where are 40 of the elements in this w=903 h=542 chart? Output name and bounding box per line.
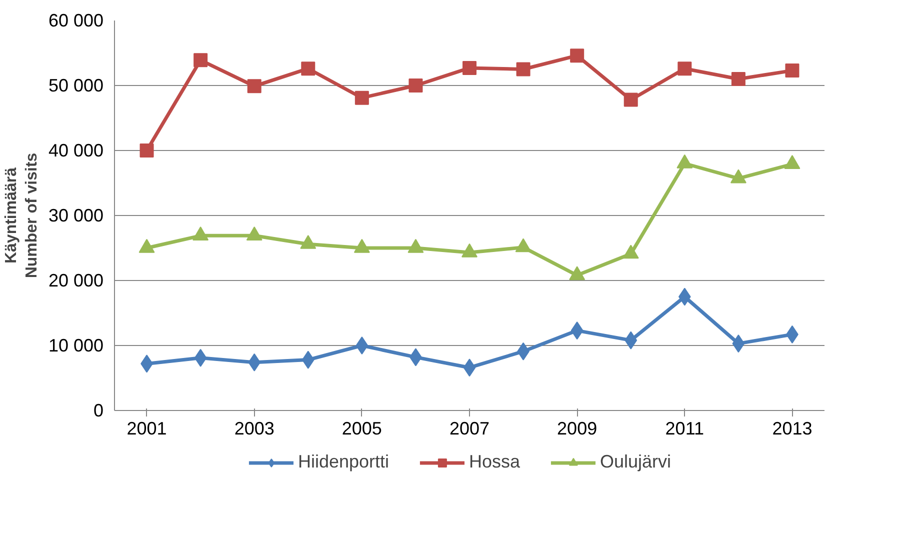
point xyxy=(248,353,261,372)
point xyxy=(463,358,476,377)
point xyxy=(516,62,530,76)
y-axis-title: Käyntimäärä Number of visits xyxy=(3,152,40,278)
legend-label: Hiidenportti xyxy=(298,452,389,472)
point xyxy=(301,62,316,76)
point xyxy=(732,334,745,353)
y-tick-label: 60 000 xyxy=(48,10,104,30)
y-tick-label: 20 000 xyxy=(48,270,104,290)
x-tick-label: 2007 xyxy=(449,418,490,438)
x-tick-label: 2005 xyxy=(342,418,382,438)
point xyxy=(354,90,369,105)
legend-label: Hossa xyxy=(468,452,520,472)
x-tick-label: 2009 xyxy=(557,418,598,438)
point xyxy=(570,48,584,63)
y-tick-label: 0 xyxy=(93,400,104,420)
point xyxy=(247,79,262,94)
point xyxy=(731,72,746,86)
y-tick-label: 10 000 xyxy=(48,336,104,356)
point xyxy=(356,336,368,354)
point xyxy=(462,60,476,75)
x-tick-label: 2013 xyxy=(772,418,812,438)
y-tick-label: 30 000 xyxy=(48,206,104,226)
y-tick-label: 50 000 xyxy=(48,76,104,96)
x-tick-label: 2003 xyxy=(234,418,274,438)
x-tick-label: 2011 xyxy=(665,418,704,438)
point xyxy=(570,322,584,340)
y-tick-label: 40 000 xyxy=(48,140,104,160)
point xyxy=(785,64,800,78)
point xyxy=(678,288,691,306)
point xyxy=(194,53,208,68)
legend-label: Oulujärvi xyxy=(600,452,672,472)
point xyxy=(624,331,638,350)
point xyxy=(624,92,638,107)
point xyxy=(140,144,154,158)
point xyxy=(678,62,692,76)
point xyxy=(408,78,423,92)
point xyxy=(194,348,207,367)
x-tick-label: 2001 xyxy=(126,418,167,438)
point xyxy=(302,350,314,369)
